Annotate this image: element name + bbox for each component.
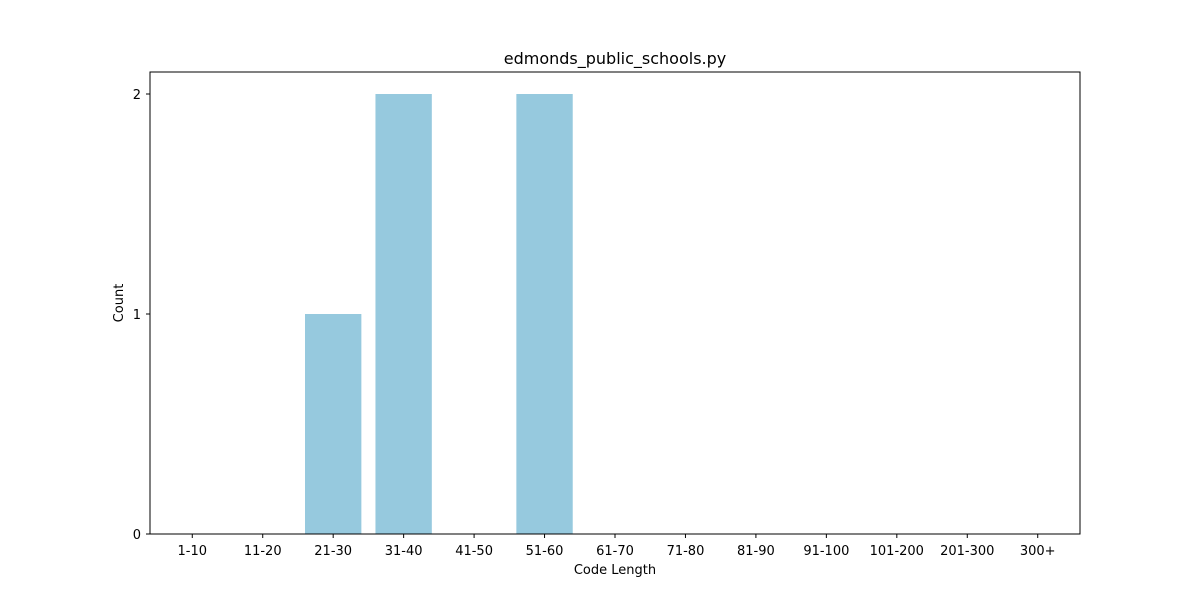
bar-21-30 [305,314,362,534]
bars-group [305,94,573,534]
x-tick-label: 1-10 [178,544,208,559]
x-axis-label: Code Length [574,563,656,578]
x-tick-label: 101-200 [870,544,924,559]
y-axis-label: Count [112,284,127,323]
chart-title: edmonds_public_schools.py [504,49,727,69]
x-axis-ticks: 1-10 11-20 21-30 31-40 41-50 51-60 61-70 71-80 8… [178,534,1056,559]
y-tick-label: 1 [133,308,141,323]
bar-31-40 [375,94,432,534]
x-tick-label: 91-100 [803,544,849,559]
bar-51-60 [516,94,573,534]
x-tick-label: 61-70 [596,544,634,559]
x-tick-label: 21-30 [314,544,352,559]
x-tick-label: 300+ [1020,544,1056,559]
x-tick-label: 51-60 [526,544,564,559]
y-tick-label: 0 [133,528,141,543]
x-tick-label: 201-300 [940,544,994,559]
x-tick-label: 81-90 [737,544,775,559]
y-tick-label: 2 [133,88,141,103]
x-tick-label: 11-20 [244,544,282,559]
y-axis-ticks: 0 1 2 [133,88,150,543]
x-tick-label: 71-80 [667,544,705,559]
plot-area-frame [149,71,1081,535]
x-tick-label: 31-40 [385,544,423,559]
x-tick-label: 41-50 [455,544,493,559]
